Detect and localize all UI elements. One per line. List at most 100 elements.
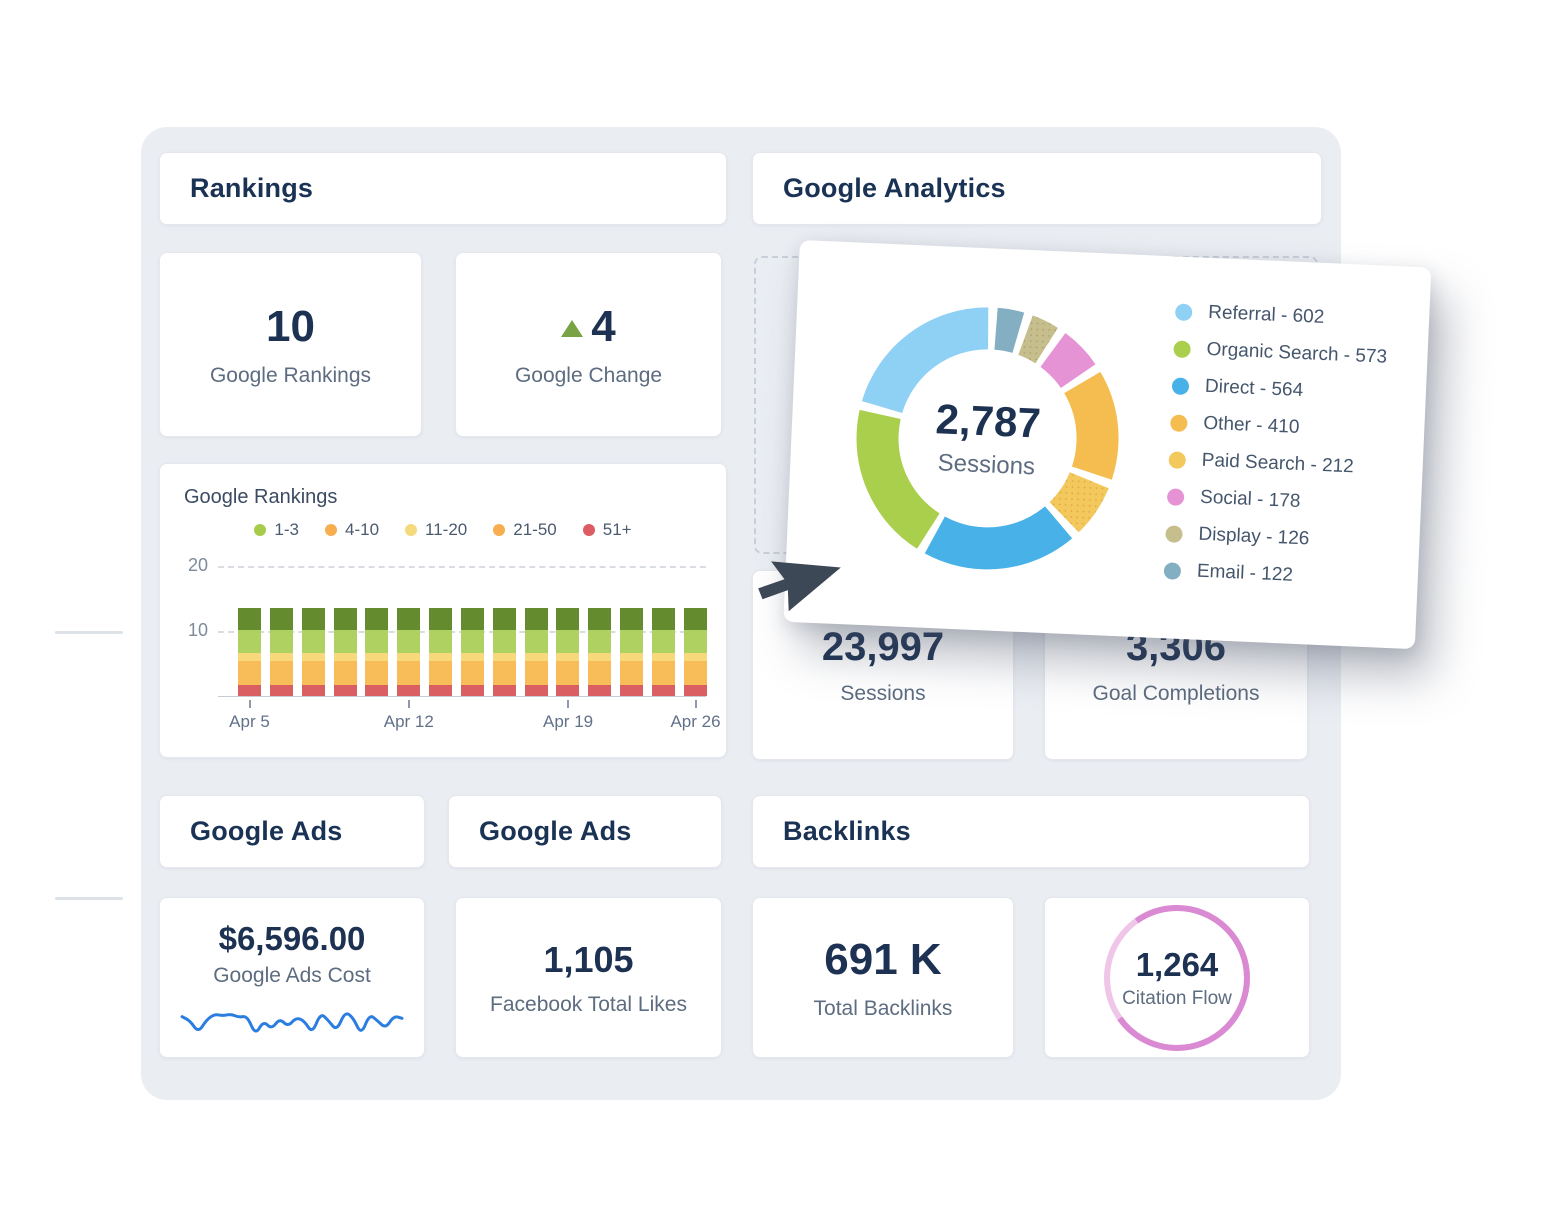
bar-segment-21-50 [333,661,357,686]
legend-dot-icon [1165,524,1183,543]
bar-segment-4-10 [492,630,516,653]
stacked-bar [683,608,707,696]
bar-segment-11-20 [333,652,357,662]
analytics-section-header[interactable]: Google Analytics [752,152,1322,225]
total-backlinks-card[interactable]: 691 K Total Backlinks [752,897,1014,1058]
x-axis-tick-label: Apr 12 [383,712,434,731]
bar-segment-51+ [238,685,261,696]
legend-label: Direct - 564 [1204,375,1304,402]
bar-segment-11-20 [524,652,548,662]
sparkline-path [180,1012,404,1033]
bar-segment-51+ [683,685,707,696]
legend-label: Social - 178 [1199,486,1301,513]
bar-segment-51+ [524,685,548,696]
stacked-bar [492,608,516,696]
legend-dot-icon [1173,339,1191,358]
bar-segment-51+ [365,685,389,696]
google-rankings-value: 10 [266,301,315,351]
google-ads-cost-card[interactable]: $6,596.00 Google Ads Cost [159,897,425,1058]
stacked-bar [429,608,453,696]
google-ads-section-header-left[interactable]: Google Ads [159,795,425,868]
cursor-icon [758,561,841,612]
donut-legend-item-Display: Display - 126 [1165,522,1379,553]
donut-svg [856,307,1119,570]
bar-segment-4-10 [683,630,707,653]
legend-label: Other - 410 [1202,412,1300,438]
bar-segment-21-50 [460,661,484,686]
bar-segment-21-50 [397,661,421,686]
legend-label: 1-3 [274,520,299,539]
backlinks-section-header[interactable]: Backlinks [752,795,1310,868]
bar-segment-1-3 [524,608,548,631]
legend-label: Paid Search - 212 [1201,449,1355,478]
legend-label: Organic Search - 573 [1206,338,1388,368]
bar-segment-11-20 [460,652,484,662]
google-ads-section-header-right[interactable]: Google Ads [448,795,722,868]
google-change-value: 4 [591,301,616,351]
bar-segment-21-50 [238,661,261,686]
donut-segment-Direct [856,307,1119,570]
bar-segment-21-50 [429,661,453,686]
bar-segment-51+ [460,685,484,696]
legend-dot-icon [582,524,595,536]
citation-flow-card[interactable]: 1,264 Citation Flow [1044,897,1310,1058]
bar-legend-item-21-50: 21-50 [493,520,557,540]
stacked-bar [238,608,261,696]
bar-segment-21-50 [683,661,707,686]
bar-segment-51+ [588,685,612,696]
goal-completions-label: Goal Completions [1092,681,1260,705]
bar-segment-11-20 [492,652,516,662]
bar-segment-11-20 [429,652,453,662]
bar-segment-21-50 [651,661,675,686]
stacked-bar [365,608,389,696]
x-axis-tick [407,700,410,708]
bar-segment-1-3 [620,608,644,631]
bar-segment-21-50 [365,661,389,686]
stacked-bar [588,608,612,696]
bar-segment-1-3 [365,608,389,631]
stacked-bar [269,608,293,696]
legend-dot-icon [1166,487,1185,506]
bar-segment-4-10 [620,630,644,653]
google-change-stat-card[interactable]: 4 Google Change [455,252,722,437]
legend-dot-icon [1168,450,1187,469]
bar-segment-21-50 [301,661,325,686]
donut-legend-item-Other: Other - 410 [1170,411,1384,442]
bar-segment-51+ [301,685,325,696]
bar-segment-4-10 [269,630,293,653]
bar-segment-11-20 [620,652,644,662]
bar-segment-1-3 [238,608,261,631]
donut-total-label: Sessions [937,449,1036,481]
legend-label: Display - 126 [1198,523,1310,550]
legend-dot-icon [1174,302,1193,321]
bar-segment-4-10 [460,630,484,653]
donut-legend-item-Direct: Direct - 564 [1171,374,1386,405]
bar-chart-plot [238,564,707,696]
google-change-label: Google Change [514,363,663,387]
bar-legend-item-11-20: 11-20 [405,520,467,540]
stacked-bar [333,608,357,696]
rankings-title: Rankings [190,173,314,203]
bar-segment-4-10 [301,630,325,653]
bar-segment-11-20 [588,652,612,662]
rankings-section-header[interactable]: Rankings [159,152,727,225]
google-ads-title-right: Google Ads [479,816,632,846]
bar-segment-1-3 [460,608,484,631]
google-rankings-stat-card[interactable]: 10 Google Rankings [159,252,422,437]
facebook-likes-card[interactable]: 1,105 Facebook Total Likes [455,897,722,1058]
bar-segment-1-3 [333,608,357,631]
decorative-dash-line [55,897,123,900]
bar-segment-4-10 [556,630,580,653]
google-rankings-chart-card[interactable]: Google Rankings 1-3 4-10 11-20 21-50 51+ 10 2… [159,463,727,758]
chart-legend: 1-3 4-10 11-20 21-50 51+ [160,520,726,540]
legend-label: Referral - 602 [1207,301,1325,328]
traffic-sources-widget-popup[interactable]: 2,787 Sessions Referral - 602 Organic Sea… [783,240,1432,650]
bar-legend-item-51+: 51+ [582,520,632,540]
bar-segment-1-3 [397,608,421,631]
donut-legend-item-Email: Email - 122 [1163,559,1377,590]
bar-segment-1-3 [683,608,707,631]
bar-segment-51+ [397,685,421,696]
stacked-bar [620,608,644,696]
trend-up-icon [561,320,584,337]
legend-dot-icon [405,524,418,536]
